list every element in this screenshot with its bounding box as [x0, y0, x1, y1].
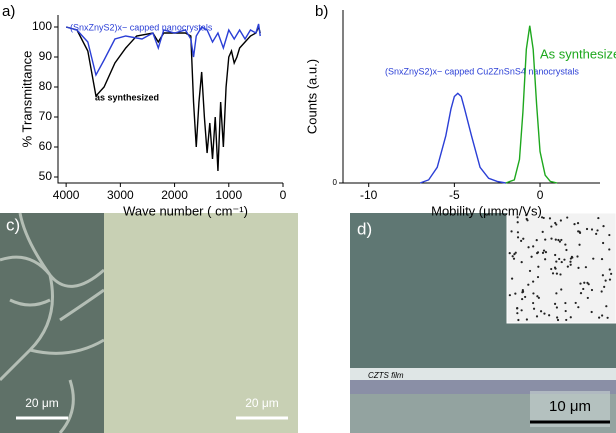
series-line — [505, 25, 558, 184]
panel-label: a) — [2, 3, 15, 20]
film-label: CZTS film — [368, 371, 404, 380]
series-line — [419, 92, 506, 184]
x-axis-label: Mobility (μmcm/Vs) — [431, 203, 542, 218]
scale-text: 20 μm — [245, 396, 279, 410]
y-tick-label: 100 — [32, 19, 52, 33]
x-tick-label: -10 — [360, 188, 378, 202]
x-axis-label: Wave number ( cm⁻¹) — [123, 203, 248, 218]
y-axis-label: Counts (a.u.) — [304, 59, 319, 134]
scale-text: 20 μm — [25, 396, 59, 410]
x-tick-label: 3000 — [107, 188, 134, 202]
axis — [57, 15, 283, 184]
x-tick-label: 1000 — [215, 188, 242, 202]
axis — [342, 10, 600, 184]
series-label: (SnxZnyS2)x− capped nanocrystals — [70, 22, 213, 32]
scale-text: 10 μm — [549, 398, 591, 415]
x-tick-label: 4000 — [53, 188, 80, 202]
series-label: As synthesized — [540, 46, 616, 61]
x-tick-label: 0 — [537, 188, 544, 202]
y-tick-label: 50 — [39, 169, 53, 183]
series-line — [65, 23, 261, 77]
x-tick-label: 0 — [280, 188, 287, 202]
y-tick-label: 70 — [39, 109, 53, 123]
series-label: as synthesized — [95, 92, 159, 102]
y-axis-label: % Transmittance — [19, 51, 34, 148]
x-tick-label: 2000 — [161, 188, 188, 202]
panel-label: c) — [6, 215, 20, 234]
y-tick-label: 80 — [39, 79, 53, 93]
micrograph-c: c) 20 μm 20 μm — [0, 212, 298, 433]
series-line — [65, 24, 261, 172]
series-label: (SnxZnyS2)x− capped Cu2ZnSnS4 nanocrysta… — [385, 66, 579, 76]
micrograph-d: d) CZTS film 10 μm — [350, 212, 616, 433]
panel-label: d) — [357, 219, 372, 238]
y-tick-label: 90 — [39, 49, 53, 63]
panel-label: b) — [315, 3, 328, 20]
y-tick-label: 60 — [39, 139, 53, 153]
x-tick-label: -5 — [449, 188, 460, 202]
y-tick-label: 0 — [333, 178, 338, 187]
